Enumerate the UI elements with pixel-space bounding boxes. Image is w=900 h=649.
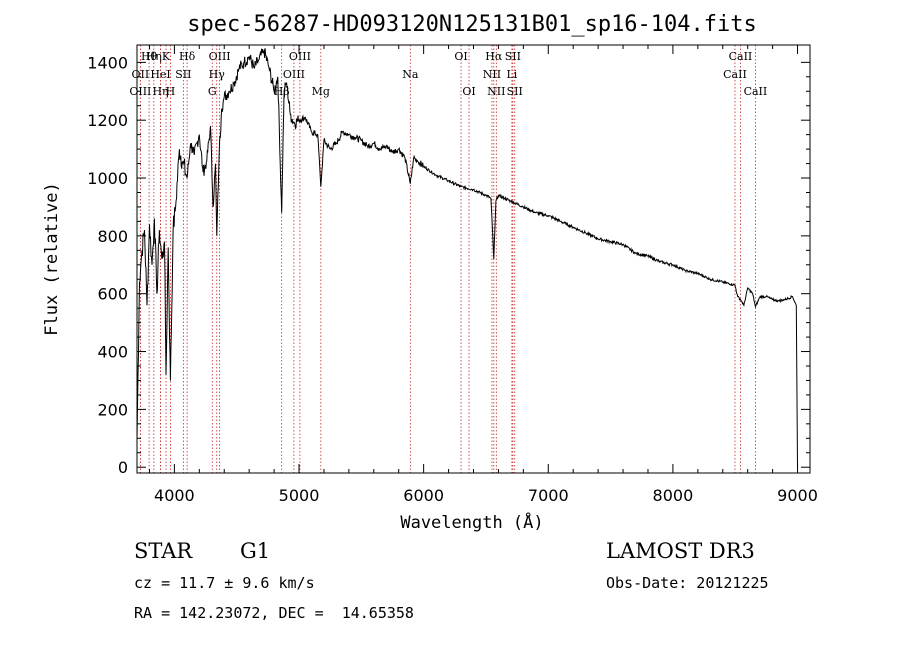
line-marker-label-10: OIII	[209, 50, 231, 63]
y-tick-label: 200	[97, 400, 128, 419]
line-marker-label-3: Hη	[146, 50, 162, 63]
line-marker-label-11: Hγ	[209, 68, 226, 81]
y-tick-label: 400	[97, 343, 128, 362]
line-marker-label-26: CaII	[729, 50, 753, 63]
y-tick-label: 1200	[87, 111, 128, 130]
redshift-value: cz = 11.7 ± 9.6 km/s	[134, 574, 315, 592]
y-tick-label: 0	[118, 458, 128, 477]
line-marker-label-23: SII	[505, 50, 521, 63]
x-axis: 4000 5000 6000 7000 8000 9000	[148, 45, 818, 505]
y-tick-label: 1000	[87, 169, 128, 188]
x-tick-label: 4000	[154, 486, 195, 505]
line-marker-label-17: Na	[402, 68, 419, 81]
line-marker-label-16: Mg	[312, 85, 330, 98]
x-tick-label: 6000	[403, 486, 444, 505]
line-marker-label-18: OI	[454, 50, 467, 63]
x-tick-label: 5000	[279, 486, 320, 505]
line-marker-label-19: OI	[462, 85, 475, 98]
line-marker-label-4: HeI	[150, 68, 170, 81]
line-markers	[139, 45, 756, 473]
line-marker-label-9: Hδ	[179, 50, 196, 63]
obs-date: Obs-Date: 20121225	[606, 574, 769, 592]
line-marker-label-28: CaII	[744, 85, 768, 98]
survey-name: LAMOST DR3	[606, 539, 755, 563]
y-tick-label: 800	[97, 227, 128, 246]
line-marker-label-24: Li	[506, 68, 517, 81]
subclass: G1	[240, 539, 271, 563]
y-axis-label: Flux (relative)	[42, 182, 62, 336]
line-marker-label-2: OIII	[129, 85, 151, 98]
y-tick-label: 1400	[87, 53, 128, 72]
line-marker-label-6: K	[162, 50, 171, 63]
line-marker-label-8: H	[166, 85, 176, 98]
line-marker-label-12: G	[208, 85, 217, 98]
x-tick-label: 8000	[653, 486, 694, 505]
x-axis-label: Wavelength (Å)	[400, 511, 543, 533]
line-marker-label-25: SII	[507, 85, 523, 98]
line-marker-label-5: Hη	[152, 85, 168, 98]
line-marker-label-0: Hθ	[141, 50, 158, 63]
object-class: STAR	[134, 539, 193, 563]
line-marker-label-27: CaII	[723, 68, 747, 81]
y-tick-label: 600	[97, 285, 128, 304]
chart-title: spec-56287-HD093120N125131B01_sp16-104.f…	[187, 12, 757, 37]
line-marker-label-22: NII	[487, 85, 505, 98]
line-marker-label-7: SII	[175, 68, 191, 81]
spectrum-line	[136, 48, 798, 468]
spectrum-series	[136, 48, 798, 468]
line-marker-label-1: OII	[132, 68, 150, 81]
line-marker-label-20: Hα	[485, 50, 503, 63]
line-marker-label-14: OIII	[283, 68, 305, 81]
x-tick-label: 9000	[777, 486, 818, 505]
line-marker-label-15: OIII	[289, 50, 311, 63]
x-tick-label: 7000	[528, 486, 569, 505]
plot-frame	[136, 44, 811, 474]
y-axis: 0 200 400 600 800 1000 1200 1400	[87, 53, 810, 477]
line-marker-label-13: Hβ	[274, 85, 290, 98]
line-marker-label-21: NII	[483, 68, 501, 81]
coordinates: RA = 142.23072, DEC = 14.65358	[134, 604, 414, 622]
